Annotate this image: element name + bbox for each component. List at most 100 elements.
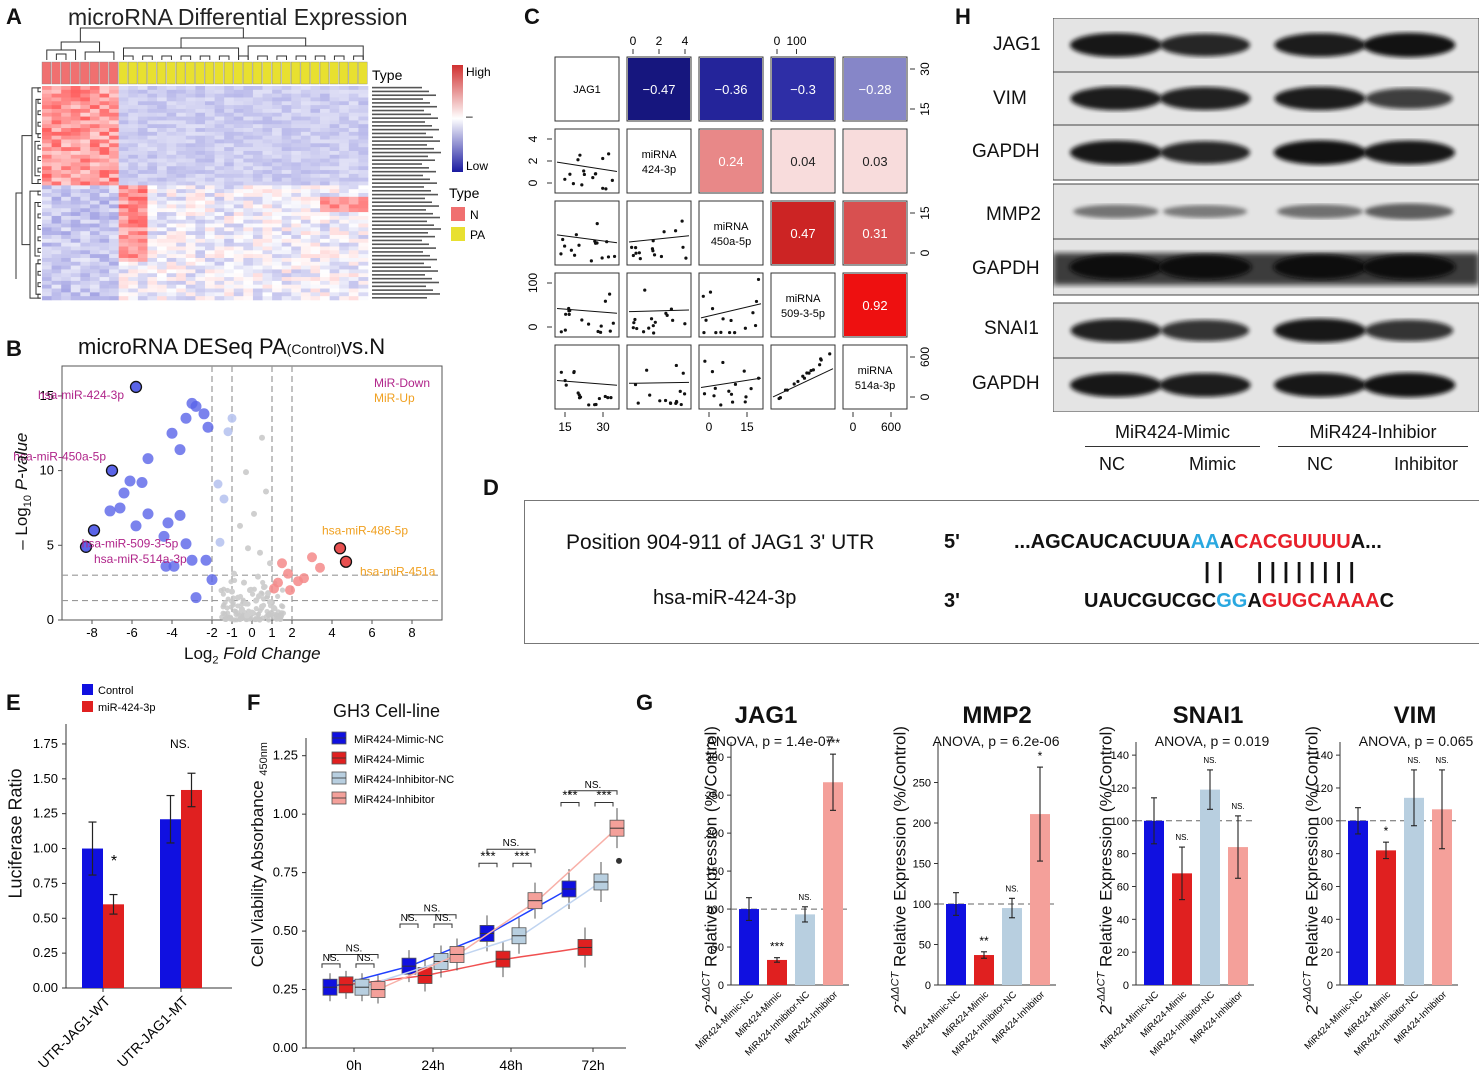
heatmap-cell: [272, 200, 283, 205]
heatmap-cell: [185, 154, 196, 159]
heatmap-cell: [329, 208, 340, 213]
heatmap-cell: [329, 242, 340, 247]
heatmap-cell: [358, 288, 369, 293]
heatmap-cell: [166, 269, 177, 274]
heatmap-cell: [329, 135, 340, 140]
corr-diagonal-label: miRNA: [786, 293, 821, 305]
heatmap-cell: [109, 124, 120, 129]
heatmap-cell: [185, 177, 196, 182]
heatmap-cell: [252, 120, 263, 125]
heatmap-cell: [185, 162, 196, 167]
corr-scatter-point: [636, 401, 640, 405]
heatmap-cell: [262, 177, 273, 182]
heatmap-cell: [109, 105, 120, 110]
heatmap-cell: [348, 170, 359, 175]
heatmap-cell: [262, 89, 273, 94]
heatmap-cell: [300, 269, 311, 274]
volcano-point-down: [227, 413, 237, 423]
mir-seq-d: GUGCAAAA: [1261, 590, 1380, 612]
heatmap-cell: [166, 116, 177, 121]
heatmap-cell: [137, 86, 148, 91]
heatmap-cell: [89, 269, 100, 274]
corr-cell-value: 0.24: [718, 154, 743, 169]
heatmap-cell: [252, 181, 263, 186]
heatmap-cell: [233, 257, 244, 263]
heatmap-cell: [195, 166, 206, 171]
heatmap-cell: [166, 284, 177, 289]
qpcr-ytick-label: 100: [706, 904, 724, 916]
heatmap-cell: [329, 296, 340, 301]
heatmap-cell: [51, 292, 62, 297]
qpcr-title-snai1: SNAI1: [1172, 702, 1244, 729]
heatmap-cell: [176, 238, 187, 243]
heatmap-cell: [128, 277, 139, 282]
heatmap-cell: [224, 269, 235, 274]
heatmap-cell: [99, 219, 110, 224]
heatmap-cell: [300, 112, 311, 117]
heatmap-cell: [99, 139, 110, 144]
utr-sequence: ...AGCAUCACUUAAAACACGUUUUA...: [1014, 531, 1382, 554]
heatmap-cell: [61, 181, 72, 186]
heatmap-cell: [61, 124, 72, 129]
heatmap-cell: [42, 150, 52, 156]
heatmap-cell: [166, 250, 177, 255]
qpcr-sig-label: NS.: [1005, 884, 1018, 893]
heatmap-cell: [214, 120, 225, 125]
heatmap-cell: [310, 280, 321, 286]
heatmap-cell: [329, 269, 340, 274]
heatmap-type-cell: [252, 61, 262, 85]
heatmap-cell: [233, 143, 244, 148]
heatmap-dendro-branch: [37, 133, 41, 139]
volcano-point-ns: [256, 593, 262, 600]
heatmap-cell: [348, 158, 359, 163]
heatmap-cell: [281, 139, 292, 144]
heatmap-cell: [272, 143, 283, 148]
heatmap-cell: [300, 93, 311, 98]
volcano-point-ns: [271, 605, 277, 612]
heatmap-cell: [147, 200, 158, 205]
heatmap-cell: [320, 254, 330, 259]
heatmap-cell: [157, 135, 167, 140]
heatmap-cell: [128, 280, 139, 286]
heatmap-cell: [329, 288, 340, 293]
corr-scatter-point: [710, 307, 715, 311]
volcano-point-down: [130, 520, 142, 532]
heatmap-cell: [310, 97, 321, 102]
via-sig-label: NS.: [503, 838, 520, 849]
heatmap-cell: [329, 162, 340, 167]
heatmap-cell: [176, 193, 187, 198]
heatmap-row-label-line: [372, 281, 439, 284]
heatmap-row-label-line: [372, 182, 437, 184]
heatmap-cell: [300, 277, 311, 282]
heatmap-cell: [176, 269, 187, 274]
heatmap-cell: [118, 162, 129, 167]
heatmap-cell: [214, 200, 225, 205]
heatmap-cell: [89, 238, 100, 243]
corr-scatter-point: [664, 311, 668, 315]
heatmap-cell: [358, 227, 369, 232]
heatmap-cell: [195, 204, 206, 209]
heatmap-cell: [89, 231, 100, 236]
heatmap-cell: [99, 269, 110, 274]
heatmap-cell: [281, 277, 292, 282]
heatmap-cell: [137, 196, 148, 201]
heatmap-cell: [214, 173, 225, 179]
heatmap-cell: [233, 235, 244, 240]
heatmap-cell: [109, 166, 120, 171]
heatmap-cell: [310, 177, 321, 182]
heatmap-cell: [70, 181, 81, 186]
heatmap-cell: [147, 269, 158, 274]
heatmap-cell: [128, 170, 139, 175]
corr-scatter-point: [662, 230, 666, 234]
heatmap-cell: [157, 166, 167, 171]
heatmap-cell: [89, 124, 100, 129]
heatmap-cell: [233, 265, 244, 270]
heatmap-cell: [262, 181, 273, 186]
heatmap-cell: [109, 143, 120, 148]
heatmap-cell: [243, 147, 254, 152]
qpcr-bar: [946, 904, 966, 985]
heatmap-cell: [243, 280, 254, 286]
heatmap-cell: [205, 150, 215, 156]
heatmap-cell: [339, 238, 350, 243]
heatmap-cell: [329, 189, 340, 194]
